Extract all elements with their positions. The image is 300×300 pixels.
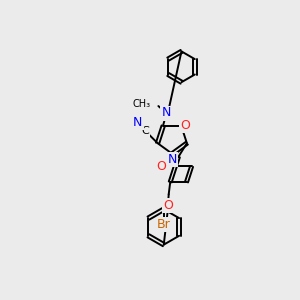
Text: O: O <box>163 199 173 212</box>
Text: O: O <box>180 119 190 133</box>
Text: N: N <box>167 153 177 166</box>
Text: CH₃: CH₃ <box>133 99 151 109</box>
Text: C: C <box>141 126 149 136</box>
Text: O: O <box>156 160 166 173</box>
Text: N: N <box>133 116 142 129</box>
Text: N: N <box>161 106 171 119</box>
Text: Br: Br <box>157 218 171 231</box>
